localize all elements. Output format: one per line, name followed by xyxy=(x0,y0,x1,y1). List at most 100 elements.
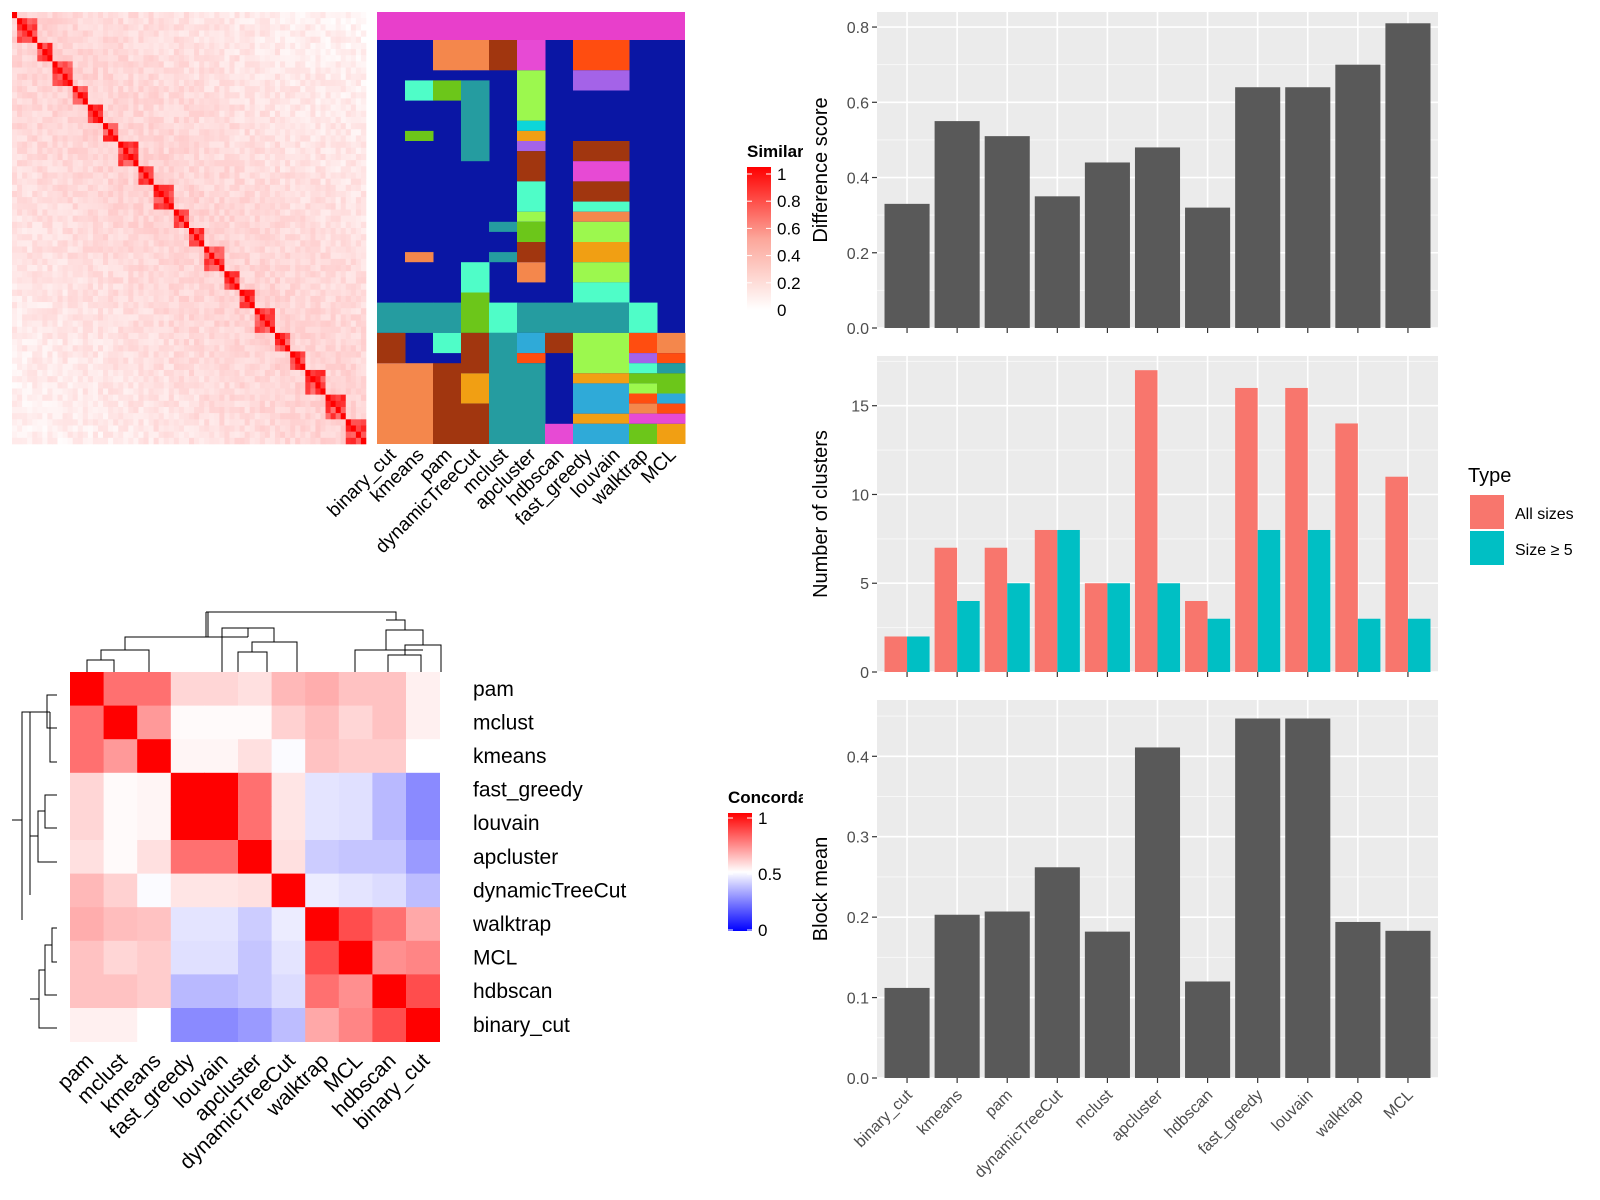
similarity-cell xyxy=(133,178,139,186)
similarity-cell xyxy=(254,345,261,352)
similarity-cell xyxy=(204,116,210,124)
similarity-cell xyxy=(264,246,271,253)
similarity-cell xyxy=(97,55,104,62)
similarity-cell xyxy=(133,30,139,37)
similarity-cell xyxy=(87,86,94,93)
similarity-cell xyxy=(330,147,336,155)
similarity-cell xyxy=(153,413,159,420)
similarity-cell xyxy=(97,116,104,124)
similarity-cell xyxy=(290,73,296,81)
similarity-cell xyxy=(360,12,367,19)
similarity-cell xyxy=(290,258,296,266)
similarity-cell xyxy=(97,12,104,19)
similarity-cell xyxy=(97,215,104,223)
similarity-cell xyxy=(280,215,286,223)
similarity-cell xyxy=(269,110,276,118)
similarity-cell xyxy=(12,363,18,371)
similarity-cell xyxy=(285,351,291,358)
similarity-cell xyxy=(92,147,99,155)
similarity-cell xyxy=(77,55,84,62)
similarity-cell xyxy=(72,36,79,44)
similarity-cell xyxy=(47,302,53,309)
similarity-cell xyxy=(128,123,134,130)
similarity-cell xyxy=(62,413,68,420)
similarity-cell xyxy=(32,240,38,247)
similarity-cell xyxy=(254,184,261,192)
similarity-cell xyxy=(67,425,73,432)
similarity-cell xyxy=(22,92,28,99)
similarity-cell xyxy=(214,382,220,389)
similarity-cell xyxy=(37,376,43,383)
similarity-cell xyxy=(239,265,245,272)
similarity-cell xyxy=(274,129,281,136)
similarity-cell xyxy=(360,339,367,346)
similarity-cell xyxy=(113,240,119,247)
similarity-cell xyxy=(118,271,124,278)
similarity-cell xyxy=(269,221,276,229)
similarity-cell xyxy=(133,116,139,124)
cluster-annotation-cell xyxy=(629,423,658,444)
similarity-cell xyxy=(148,135,154,142)
similarity-cell xyxy=(123,308,129,315)
similarity-cell xyxy=(290,265,296,272)
similarity-cell xyxy=(183,178,190,186)
similarity-cell xyxy=(320,92,326,99)
similarity-cell xyxy=(153,308,159,315)
similarity-cell xyxy=(269,228,276,235)
similarity-cell xyxy=(280,326,286,334)
similarity-cell xyxy=(97,30,104,37)
similarity-cell xyxy=(239,382,245,389)
similarity-cell xyxy=(22,12,28,19)
similarity-cell xyxy=(87,258,94,266)
similarity-cell xyxy=(143,314,149,321)
similarity-cell xyxy=(143,197,149,204)
similarity-cell xyxy=(82,141,89,149)
similarity-cell xyxy=(320,172,326,179)
similarity-cell xyxy=(290,357,296,365)
similarity-cell xyxy=(269,55,276,62)
similarity-cell xyxy=(214,228,220,235)
similarity-cell xyxy=(204,135,210,142)
similarity-cell xyxy=(274,42,281,50)
similarity-cell xyxy=(113,277,119,284)
similarity-cell xyxy=(183,339,190,346)
similarity-cell xyxy=(234,419,240,426)
similarity-cell xyxy=(148,67,154,75)
similarity-cell xyxy=(77,184,84,192)
similarity-cell xyxy=(269,172,276,179)
similarity-cell xyxy=(310,73,316,81)
similarity-cell xyxy=(355,419,362,426)
similarity-cell xyxy=(350,197,357,204)
similarity-cell xyxy=(168,339,175,346)
similarity-cell xyxy=(330,86,336,93)
similarity-cell xyxy=(12,400,18,408)
similarity-cell xyxy=(204,234,210,241)
similarity-cell xyxy=(274,178,281,186)
similarity-cell xyxy=(285,363,291,371)
cluster-annotation-cell xyxy=(489,252,518,263)
similarity-cell xyxy=(173,437,180,445)
similarity-cell xyxy=(52,437,58,445)
similarity-cell xyxy=(138,332,144,340)
similarity-cell xyxy=(168,332,175,340)
similarity-cell xyxy=(274,400,281,408)
similarity-cell xyxy=(153,166,159,173)
similarity-cell xyxy=(183,129,190,136)
similarity-cell xyxy=(345,153,352,161)
similarity-cell xyxy=(138,49,144,56)
similarity-cell xyxy=(244,172,250,179)
similarity-cell xyxy=(249,425,256,432)
similarity-cell xyxy=(335,153,342,161)
similarity-cell xyxy=(113,320,119,328)
similarity-cell xyxy=(62,67,68,75)
similarity-cell xyxy=(360,246,367,253)
similarity-cell xyxy=(320,55,326,62)
similarity-cell xyxy=(204,123,210,130)
similarity-cell xyxy=(77,283,84,291)
similarity-cell xyxy=(340,55,347,62)
similarity-cell xyxy=(173,30,180,37)
similarity-cell xyxy=(82,258,89,266)
similarity-cell xyxy=(32,302,38,309)
similarity-cell xyxy=(17,234,23,241)
similarity-cell xyxy=(32,295,38,303)
